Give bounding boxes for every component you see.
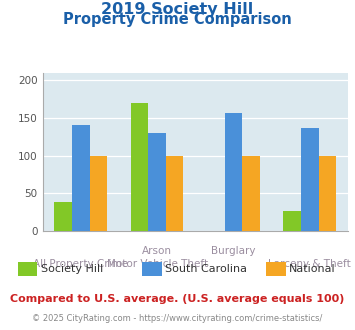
Text: Compared to U.S. average. (U.S. average equals 100): Compared to U.S. average. (U.S. average … bbox=[10, 294, 345, 304]
Text: Motor Vehicle Theft: Motor Vehicle Theft bbox=[106, 259, 208, 269]
Bar bbox=[131, 103, 148, 231]
Bar bbox=[166, 155, 184, 231]
Bar bbox=[301, 128, 318, 231]
Bar bbox=[283, 211, 301, 231]
Text: All Property Crime: All Property Crime bbox=[33, 259, 128, 269]
Text: Property Crime Comparison: Property Crime Comparison bbox=[63, 12, 292, 26]
Text: Society Hill: Society Hill bbox=[41, 264, 103, 274]
Text: Larceny & Theft: Larceny & Theft bbox=[268, 259, 351, 269]
Bar bbox=[242, 155, 260, 231]
Text: Arson: Arson bbox=[142, 246, 172, 256]
Text: Burglary: Burglary bbox=[211, 246, 256, 256]
Bar bbox=[89, 155, 107, 231]
Text: 2019 Society Hill: 2019 Society Hill bbox=[102, 2, 253, 16]
Text: National: National bbox=[289, 264, 336, 274]
Bar bbox=[225, 113, 242, 231]
Bar bbox=[148, 133, 166, 231]
Text: South Carolina: South Carolina bbox=[165, 264, 247, 274]
Bar bbox=[72, 125, 89, 231]
Bar bbox=[318, 155, 336, 231]
Text: © 2025 CityRating.com - https://www.cityrating.com/crime-statistics/: © 2025 CityRating.com - https://www.city… bbox=[32, 314, 323, 323]
Bar bbox=[54, 202, 72, 231]
